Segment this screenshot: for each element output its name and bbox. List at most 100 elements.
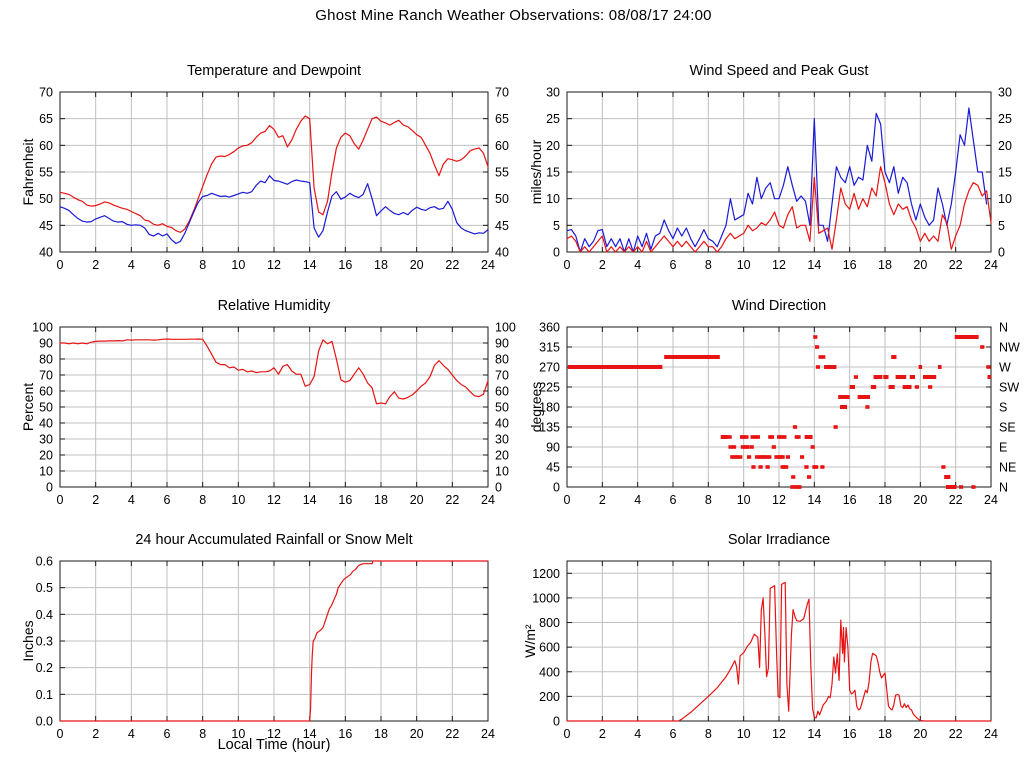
wind-direction-point (790, 485, 795, 489)
wind-direction-point (814, 465, 819, 469)
svg-text:22: 22 (949, 493, 963, 507)
svg-text:0.0: 0.0 (36, 715, 53, 729)
svg-text:360: 360 (539, 321, 560, 335)
chart-title-temperature-dewpoint: Temperature and Dewpoint (186, 63, 362, 79)
wind-direction-point (751, 465, 756, 469)
svg-text:50: 50 (39, 192, 53, 206)
svg-text:20: 20 (410, 258, 424, 272)
wind-direction-point (731, 445, 737, 449)
wind-direction-point (753, 435, 758, 439)
svg-text:30: 30 (546, 86, 560, 100)
wind-direction-point (755, 435, 760, 439)
wind-direction-point (769, 435, 775, 439)
svg-text:14: 14 (807, 493, 821, 507)
svg-text:NW: NW (999, 341, 1020, 355)
wind-direction-point (782, 435, 787, 439)
svg-text:18: 18 (374, 727, 388, 741)
svg-text:20: 20 (39, 449, 53, 463)
wind-direction-point (928, 385, 933, 389)
svg-text:20: 20 (913, 258, 927, 272)
wind-direction-point (813, 335, 818, 339)
svg-text:60: 60 (39, 385, 53, 399)
svg-text:4: 4 (634, 727, 641, 741)
wind-direction-point (820, 465, 825, 469)
svg-text:225: 225 (539, 381, 560, 395)
wind-direction-point (771, 445, 776, 449)
wind-direction-point (833, 425, 838, 429)
svg-text:22: 22 (445, 258, 459, 272)
humidity-line (59, 338, 489, 405)
wind-direction-point (980, 345, 985, 349)
wind-direction-point (749, 445, 754, 449)
svg-text:4: 4 (128, 258, 135, 272)
wind-direction-point (761, 455, 767, 459)
svg-text:16: 16 (338, 258, 352, 272)
svg-text:N: N (999, 481, 1008, 495)
svg-text:10: 10 (39, 465, 53, 479)
svg-text:400: 400 (539, 665, 560, 679)
svg-text:16: 16 (338, 493, 352, 507)
svg-text:40: 40 (495, 417, 509, 431)
svg-text:22: 22 (445, 727, 459, 741)
svg-text:80: 80 (39, 353, 53, 367)
svg-text:6: 6 (670, 493, 677, 507)
svg-text:24: 24 (984, 493, 998, 507)
irradiance-line (566, 581, 992, 722)
svg-text:6: 6 (670, 727, 677, 741)
svg-text:70: 70 (495, 86, 509, 100)
svg-text:0.6: 0.6 (36, 555, 53, 569)
svg-text:180: 180 (539, 401, 560, 415)
wind-direction-point (765, 465, 770, 469)
svg-text:40: 40 (39, 417, 53, 431)
wind-direction-point (746, 455, 752, 459)
svg-text:18: 18 (878, 727, 892, 741)
svg-text:60: 60 (39, 139, 53, 153)
svg-text:14: 14 (807, 727, 821, 741)
svg-text:1200: 1200 (532, 567, 560, 581)
wind-direction-point (818, 355, 823, 359)
svg-text:8: 8 (705, 727, 712, 741)
svg-text:14: 14 (303, 727, 317, 741)
wind-direction-point (780, 455, 785, 459)
svg-text:15: 15 (546, 166, 560, 180)
svg-text:12: 12 (267, 493, 281, 507)
svg-text:16: 16 (843, 493, 857, 507)
svg-text:12: 12 (772, 727, 786, 741)
svg-text:315: 315 (539, 341, 560, 355)
svg-text:45: 45 (39, 219, 53, 233)
wind-direction-point (750, 435, 755, 439)
chart-title-solar-irradiance: Solar Irradiance (727, 532, 831, 548)
wind-direction-point (758, 465, 763, 469)
svg-text:4: 4 (634, 258, 641, 272)
svg-text:20: 20 (998, 139, 1012, 153)
svg-text:65: 65 (495, 112, 509, 126)
svg-text:22: 22 (949, 727, 963, 741)
svg-text:20: 20 (410, 493, 424, 507)
svg-text:8: 8 (705, 493, 712, 507)
svg-text:50: 50 (495, 192, 509, 206)
svg-text:55: 55 (495, 166, 509, 180)
svg-text:45: 45 (495, 219, 509, 233)
wind-direction-point (767, 455, 772, 459)
svg-text:SE: SE (999, 421, 1016, 435)
wind-direction-point (810, 445, 815, 449)
svg-text:0: 0 (564, 258, 571, 272)
wind-direction-point (796, 435, 801, 439)
rainfall-plot: 0 2 4 6 8 10 12 14 16 18 20 22 240.00.10.20.30.40.50… (36, 555, 495, 742)
svg-text:50: 50 (39, 401, 53, 415)
wind-direction-point (735, 455, 740, 459)
svg-text:12: 12 (267, 727, 281, 741)
svg-text:65: 65 (39, 112, 53, 126)
wind-direction-point (741, 435, 746, 439)
svg-text:12: 12 (267, 258, 281, 272)
svg-text:SW: SW (999, 381, 1019, 395)
chart-title-wind-direction: Wind Direction (731, 298, 827, 314)
svg-text:90: 90 (495, 337, 509, 351)
wind-direction-point (728, 445, 733, 449)
svg-text:2: 2 (92, 727, 99, 741)
chart-title-rainfall: 24 hour Accumulated Rainfall or Snow Mel… (135, 532, 413, 548)
svg-text:6: 6 (164, 727, 171, 741)
